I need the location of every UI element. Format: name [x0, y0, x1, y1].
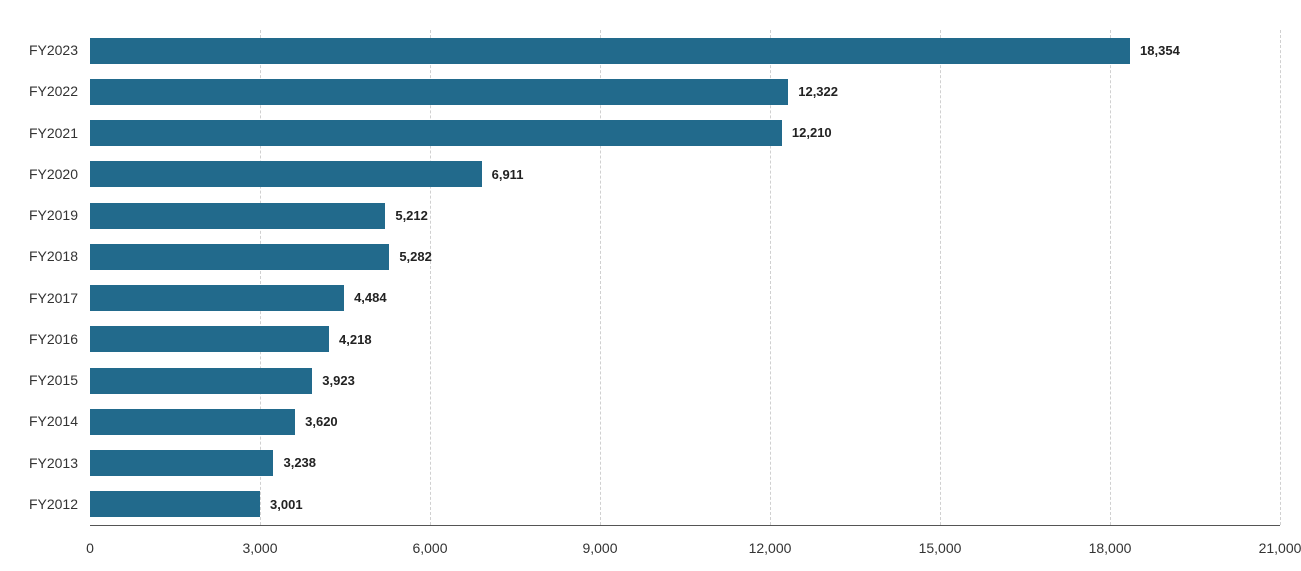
bar — [90, 120, 782, 146]
bar-value-label: 6,911 — [492, 167, 524, 182]
category-label: FY2012 — [0, 496, 78, 512]
x-gridline — [1280, 30, 1282, 525]
bar-value-label: 12,322 — [798, 84, 838, 99]
category-label: FY2021 — [0, 125, 78, 141]
bar-value-label: 3,620 — [305, 414, 338, 429]
bar — [90, 161, 482, 187]
bar — [90, 244, 389, 270]
x-tick-label: 15,000 — [890, 540, 990, 556]
bar — [90, 368, 312, 394]
category-label: FY2014 — [0, 413, 78, 429]
x-tick-label: 0 — [40, 540, 140, 556]
bar-value-label: 5,212 — [395, 208, 428, 223]
category-label: FY2022 — [0, 83, 78, 99]
x-tick-label: 3,000 — [210, 540, 310, 556]
x-gridline — [940, 30, 942, 525]
bar-value-label: 12,210 — [792, 125, 832, 140]
x-tick-label: 21,000 — [1230, 540, 1301, 556]
bar-value-label: 3,923 — [322, 373, 355, 388]
bar — [90, 409, 295, 435]
x-tick-label: 9,000 — [550, 540, 650, 556]
fy-bar-chart: 18,354 12,322 12,210 6,911 5,212 5,282 4,484 4,… — [0, 0, 1301, 571]
category-label: FY2013 — [0, 455, 78, 471]
x-tick-label: 18,000 — [1060, 540, 1160, 556]
category-label: FY2018 — [0, 248, 78, 264]
category-label: FY2020 — [0, 166, 78, 182]
bar-value-label: 5,282 — [399, 249, 432, 264]
category-label: FY2016 — [0, 331, 78, 347]
bar-value-label: 3,238 — [283, 455, 316, 470]
bar-value-label: 3,001 — [270, 497, 303, 512]
bar — [90, 491, 260, 517]
bar-value-label: 4,484 — [354, 290, 387, 305]
bar-value-label: 4,218 — [339, 332, 372, 347]
x-gridline — [1110, 30, 1112, 525]
bar — [90, 450, 273, 476]
plot-area: 18,354 12,322 12,210 6,911 5,212 5,282 4,484 4,… — [90, 30, 1280, 525]
bar — [90, 285, 344, 311]
bar-value-label: 18,354 — [1140, 43, 1180, 58]
bar — [90, 203, 385, 229]
bar — [90, 79, 788, 105]
category-label: FY2015 — [0, 372, 78, 388]
bar — [90, 326, 329, 352]
x-axis-baseline — [90, 525, 1280, 526]
x-tick-label: 12,000 — [720, 540, 820, 556]
category-label: FY2019 — [0, 207, 78, 223]
category-label: FY2023 — [0, 42, 78, 58]
category-label: FY2017 — [0, 290, 78, 306]
bar — [90, 38, 1130, 64]
x-tick-label: 6,000 — [380, 540, 480, 556]
